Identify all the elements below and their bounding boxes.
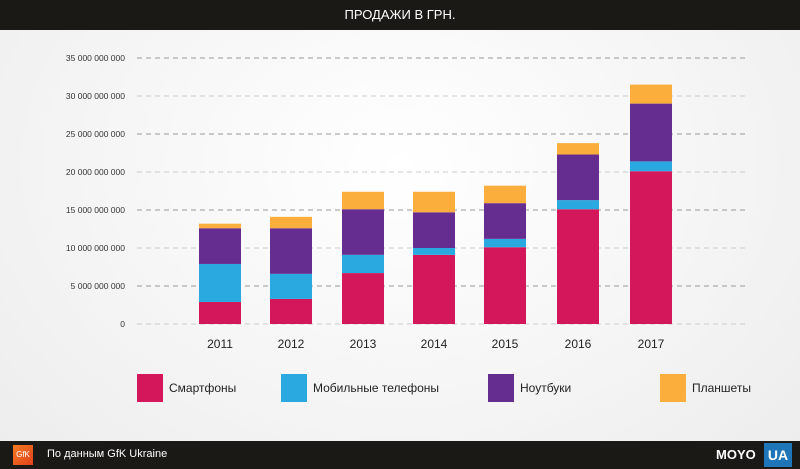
legend-label: Ноутбуки (520, 381, 572, 395)
y-tick-label: 5 000 000 000 (71, 281, 126, 291)
legend-item-tablets: Планшеты (660, 374, 751, 402)
bar-segment (630, 103, 672, 162)
legend-swatch (488, 374, 514, 402)
bar-segment (342, 191, 384, 210)
bar-segment (342, 209, 384, 255)
bar-segment (484, 185, 526, 204)
footer: GfK По данным GfK Ukraine MOYO UA (0, 441, 800, 469)
legend-item-mobile-phones: Мобильные телефоны (281, 374, 439, 402)
legend-label: Мобильные телефоны (313, 381, 440, 395)
bar-segment (413, 254, 455, 324)
bar-segment (270, 216, 312, 229)
bar-segment (630, 84, 672, 104)
bar-segment (557, 200, 599, 210)
y-tick-label: 25 000 000 000 (66, 129, 125, 139)
legend-label: Смартфоны (169, 381, 237, 395)
bar-segment (413, 191, 455, 213)
y-tick-label: 0 (120, 319, 125, 329)
bar-segment (270, 273, 312, 299)
legend: Смартфоны Мобильные телефоны Ноутбуки Пл… (0, 374, 800, 404)
bar-segment (630, 171, 672, 324)
bar-segment (413, 212, 455, 248)
bar-segment (342, 254, 384, 274)
bar-segment (557, 143, 599, 155)
y-tick-label: 20 000 000 000 (66, 167, 125, 177)
bar-segment (199, 223, 241, 229)
legend-item-smartphones: Смартфоны (137, 374, 236, 402)
bar-segment (557, 154, 599, 201)
bar-segment (484, 247, 526, 324)
x-tick-label: 2017 (638, 337, 665, 351)
bar-segment (557, 209, 599, 324)
moyo-ua-badge: UA (764, 443, 792, 467)
y-tick-label: 35 000 000 000 (66, 53, 125, 63)
y-tick-label: 15 000 000 000 (66, 205, 125, 215)
bar-segment (199, 301, 241, 324)
legend-swatch (281, 374, 307, 402)
x-tick-label: 2012 (278, 337, 305, 351)
bar-segment (270, 228, 312, 274)
bar-segment (199, 228, 241, 264)
bar-segment (484, 203, 526, 239)
legend-label: Планшеты (692, 381, 751, 395)
x-tick-label: 2013 (350, 337, 377, 351)
bar-segment (630, 161, 672, 172)
bar-segment (270, 298, 312, 324)
bar-segment (199, 263, 241, 302)
gfk-logo: GfK (13, 445, 33, 465)
y-tick-label: 30 000 000 000 (66, 91, 125, 101)
bar-segment (484, 238, 526, 248)
x-tick-label: 2015 (492, 337, 519, 351)
y-tick-label: 10 000 000 000 (66, 243, 125, 253)
moyo-logo: MOYO (716, 447, 756, 462)
chart-title: ПРОДАЖИ В ГРН. (0, 0, 800, 30)
bar-segment (413, 248, 455, 255)
source-note: По данным GfK Ukraine (47, 448, 168, 460)
stacked-bar-chart: 0 5 000 000 000 10 000 000 000 15 000 000 0… (66, 53, 745, 351)
legend-item-notebooks: Ноутбуки (488, 374, 571, 402)
x-tick-label: 2011 (207, 337, 233, 351)
legend-swatch (660, 374, 686, 402)
x-tick-label: 2016 (565, 337, 592, 351)
x-tick-label: 2014 (421, 337, 448, 351)
bar-segment (342, 273, 384, 324)
legend-swatch (137, 374, 163, 402)
